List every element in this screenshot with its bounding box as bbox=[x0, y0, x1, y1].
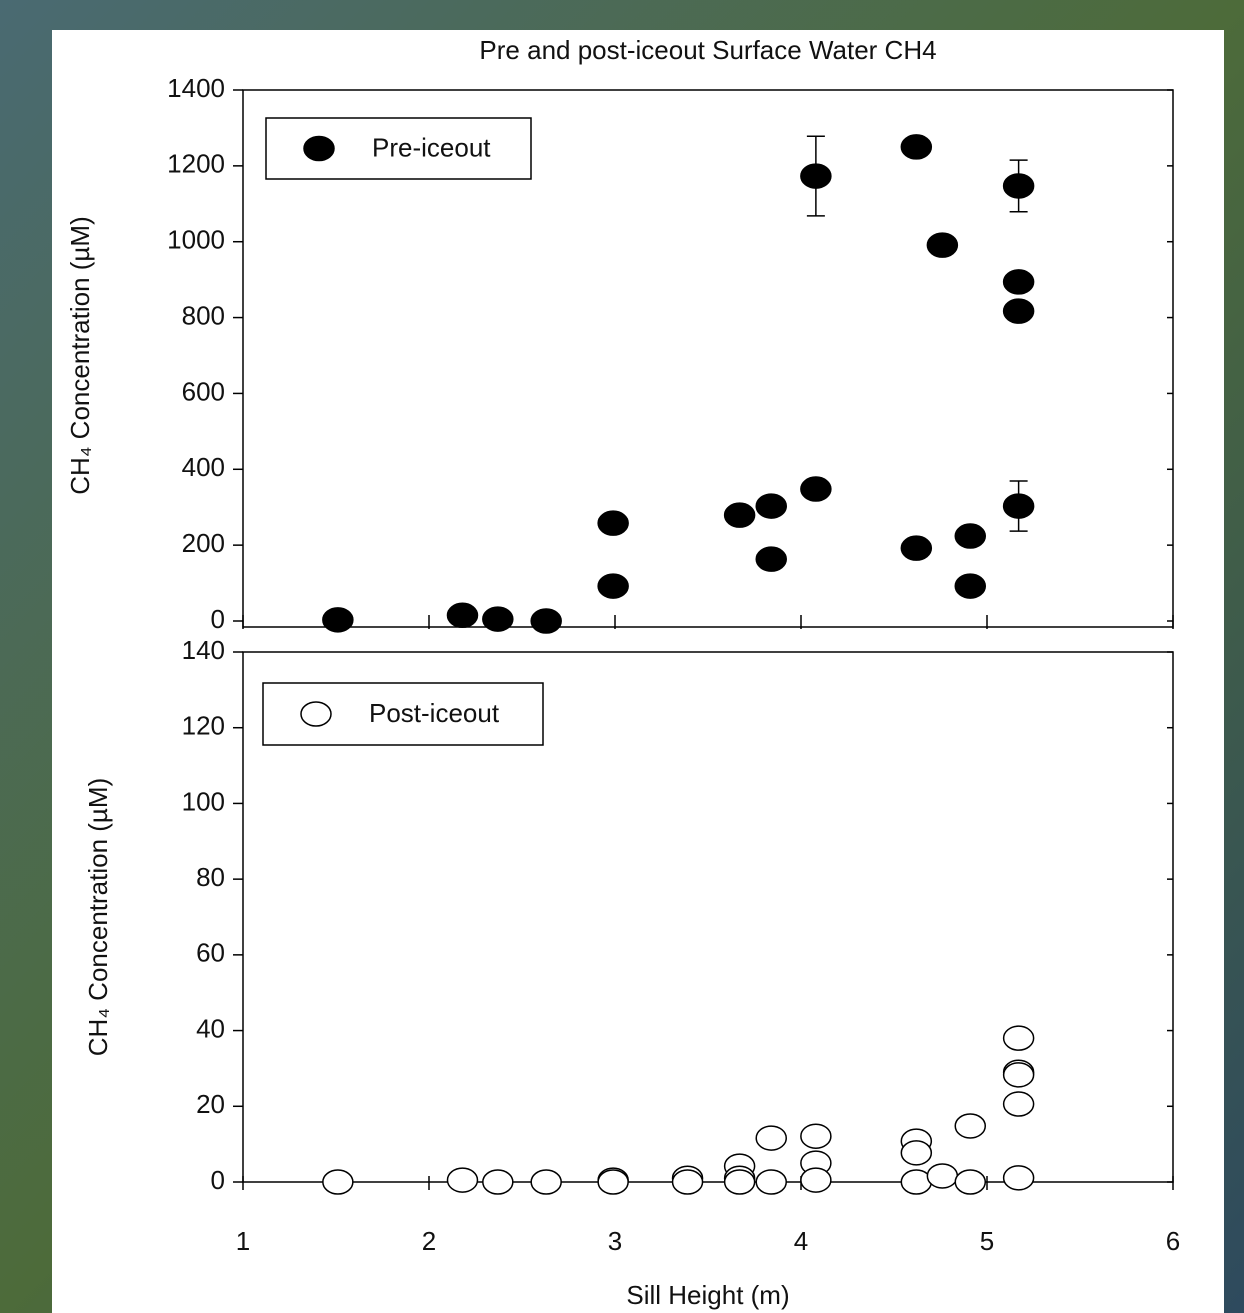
point bbox=[900, 1140, 933, 1166]
y-tick-label: 1200 bbox=[167, 149, 225, 179]
point bbox=[900, 1169, 933, 1195]
point bbox=[900, 535, 933, 561]
point bbox=[755, 1169, 787, 1195]
point bbox=[1002, 1025, 1035, 1051]
y-tick-label: 1000 bbox=[167, 225, 225, 255]
x-axis-label: Sill Height (m) bbox=[626, 1280, 789, 1310]
point bbox=[1002, 493, 1035, 519]
point bbox=[482, 1169, 514, 1195]
x-tick-label: 4 bbox=[794, 1226, 808, 1256]
y-tick-label: 0 bbox=[211, 604, 225, 634]
point bbox=[530, 1169, 562, 1195]
point bbox=[723, 1169, 756, 1195]
point bbox=[900, 134, 933, 160]
point bbox=[1002, 173, 1035, 199]
point bbox=[755, 493, 787, 519]
point bbox=[755, 1125, 787, 1151]
chart-panel bbox=[52, 30, 1224, 1313]
x-tick-label: 3 bbox=[608, 1226, 622, 1256]
legend-label: Post-iceout bbox=[369, 698, 500, 728]
plot-frame bbox=[242, 651, 1174, 1183]
y-tick-label: 800 bbox=[182, 300, 225, 330]
point bbox=[446, 602, 479, 629]
point bbox=[800, 476, 832, 502]
point bbox=[597, 510, 629, 536]
chart-title: Pre and post-iceout Surface Water CH4 bbox=[479, 35, 936, 65]
legend-label: Pre-iceout bbox=[372, 132, 491, 162]
plot-frame bbox=[242, 89, 1174, 628]
y-tick-label: 60 bbox=[196, 938, 225, 968]
legend-box bbox=[265, 117, 532, 180]
point bbox=[322, 607, 354, 633]
y-tick-label: 200 bbox=[182, 528, 225, 558]
y-tick-label: 0 bbox=[211, 1165, 225, 1195]
point bbox=[1002, 1091, 1035, 1117]
y-tick-label: 140 bbox=[182, 635, 225, 665]
point bbox=[800, 1123, 832, 1149]
legend-marker bbox=[303, 135, 335, 162]
point bbox=[954, 1169, 987, 1195]
y-tick-label: 100 bbox=[182, 786, 225, 816]
point bbox=[954, 1113, 987, 1139]
point bbox=[446, 1167, 479, 1193]
point bbox=[1002, 1062, 1035, 1088]
y-tick-label: 40 bbox=[196, 1013, 225, 1043]
point bbox=[482, 606, 514, 632]
point bbox=[800, 1167, 832, 1193]
x-tick-label: 1 bbox=[236, 1226, 250, 1256]
point bbox=[1002, 298, 1035, 324]
x-tick-label: 6 bbox=[1166, 1226, 1180, 1256]
point bbox=[322, 1169, 354, 1195]
y-tick-label: 1400 bbox=[167, 73, 225, 103]
y-tick-label: 80 bbox=[196, 862, 225, 892]
y-tick-label: 20 bbox=[196, 1089, 225, 1119]
x-tick-label: 2 bbox=[422, 1226, 436, 1256]
y-tick-label: 400 bbox=[182, 452, 225, 482]
point bbox=[671, 1169, 704, 1195]
point bbox=[597, 1169, 629, 1195]
point bbox=[954, 523, 987, 549]
point bbox=[1002, 1165, 1035, 1191]
point bbox=[800, 163, 832, 189]
point bbox=[755, 546, 787, 572]
y-tick-label: 600 bbox=[182, 376, 225, 406]
point bbox=[723, 502, 756, 528]
x-tick-label: 5 bbox=[980, 1226, 994, 1256]
point bbox=[597, 573, 629, 599]
point bbox=[954, 573, 987, 599]
y-tick-label: 120 bbox=[182, 711, 225, 741]
y-axis-label: CH₄ Concentration (µM) bbox=[65, 216, 95, 494]
point bbox=[926, 1163, 959, 1189]
point bbox=[530, 608, 562, 634]
y-axis-label: CH₄ Concentration (µM) bbox=[83, 778, 113, 1056]
point bbox=[1002, 269, 1035, 295]
legend-marker bbox=[300, 701, 332, 727]
point bbox=[926, 232, 959, 258]
